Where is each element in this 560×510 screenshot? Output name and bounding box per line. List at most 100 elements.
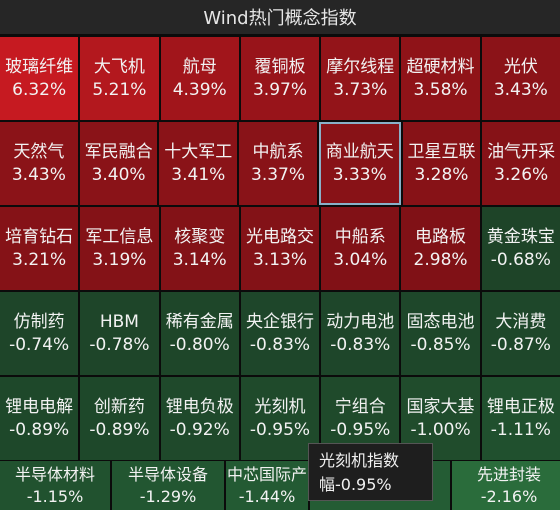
- concept-tile[interactable]: 先进封装 -2.16%: [452, 461, 560, 510]
- concept-name: 锂电电解: [5, 396, 74, 417]
- chart-title: Wind热门概念指数: [203, 8, 357, 29]
- concept-tile[interactable]: 半导体设备 -1.29%: [112, 461, 224, 510]
- concept-change: 3.73%: [333, 79, 388, 100]
- concept-change: -0.85%: [410, 334, 471, 355]
- concept-tile[interactable]: 覆铜板 3.97%: [240, 37, 320, 120]
- concept-name: 国家大基: [406, 396, 475, 417]
- concept-tile[interactable]: 锂电正极 -1.11%: [481, 377, 560, 460]
- concept-change: -0.68%: [490, 249, 551, 270]
- concept-change: -0.78%: [89, 334, 150, 355]
- concept-change: 3.19%: [92, 249, 147, 270]
- concept-name: 军民融合: [84, 141, 153, 162]
- concept-tile[interactable]: 天然气 3.43%: [0, 122, 78, 205]
- concept-tile[interactable]: 核聚变 3.14%: [160, 207, 239, 290]
- concept-name: 央企银行: [245, 311, 314, 332]
- concept-tile[interactable]: 十大军工 3.41%: [159, 122, 238, 205]
- concept-tile[interactable]: 卫星互联 3.28%: [402, 122, 481, 205]
- concept-tile[interactable]: 培育钻石 3.21%: [0, 207, 79, 290]
- concept-change: -1.15%: [26, 486, 84, 506]
- concept-name: 宁组合: [334, 396, 386, 417]
- concept-change: 3.43%: [11, 164, 66, 185]
- concept-change: 2.98%: [413, 249, 468, 270]
- concept-name: 十大军工: [164, 141, 233, 162]
- concept-change: 3.43%: [493, 79, 548, 100]
- concept-tile[interactable]: 光伏 3.43%: [481, 37, 560, 120]
- concept-name: 黄金珠宝: [486, 226, 555, 247]
- concept-tile[interactable]: 动力电池 -0.83%: [321, 292, 400, 375]
- concept-change: -1.44%: [238, 486, 296, 506]
- concept-tile[interactable]: 军工信息 3.19%: [80, 207, 159, 290]
- concept-change: 3.97%: [252, 79, 307, 100]
- concept-name: 光刻机: [254, 396, 306, 417]
- concept-change: 3.33%: [332, 164, 387, 185]
- hover-tooltip: 光刻机指数 幅-0.95%: [308, 443, 433, 501]
- tooltip-value: 幅-0.95%: [319, 475, 392, 494]
- concept-name: 核聚变: [174, 226, 226, 247]
- concept-name: 光电路交: [245, 226, 314, 247]
- concept-name: 固态电池: [406, 311, 475, 332]
- concept-change: 3.40%: [91, 164, 146, 185]
- concept-tile[interactable]: 中航系 3.37%: [239, 122, 317, 205]
- concept-change: -1.00%: [410, 419, 471, 440]
- concept-name: HBM: [99, 311, 139, 332]
- concept-change: -0.89%: [89, 419, 150, 440]
- concept-tile[interactable]: 央企银行 -0.83%: [240, 292, 320, 375]
- concept-tile[interactable]: 中芯国际产 -1.44%: [226, 461, 308, 510]
- concept-name: 大飞机: [93, 56, 145, 77]
- concept-name: 动力电池: [326, 311, 395, 332]
- concept-name: 创新药: [93, 396, 145, 417]
- concept-name: 中芯国际产: [226, 464, 307, 484]
- concept-name: 油气开采: [487, 141, 556, 162]
- concept-name: 覆铜板: [254, 56, 306, 77]
- concept-name: 摩尔线程: [326, 56, 395, 77]
- concept-name: 中船系: [334, 226, 386, 247]
- concept-name: 超硬材料: [406, 56, 475, 77]
- concept-tile[interactable]: 大消费 -0.87%: [481, 292, 560, 375]
- concept-tile[interactable]: 中船系 3.04%: [321, 207, 400, 290]
- concept-tile[interactable]: 大飞机 5.21%: [80, 37, 159, 120]
- tile-row: 玻璃纤维 6.32% 大飞机 5.21% 航母 4.39% 覆铜板 3.97% 摩尔线程 3.73…: [0, 37, 560, 120]
- concept-change: 3.37%: [251, 164, 306, 185]
- concept-tile[interactable]: 军民融合 3.40%: [79, 122, 158, 205]
- concept-tile[interactable]: 摩尔线程 3.73%: [321, 37, 400, 120]
- concept-tile[interactable]: 固态电池 -0.85%: [401, 292, 480, 375]
- chart-title-bar: Wind热门概念指数: [0, 0, 560, 34]
- concept-tile[interactable]: 光刻机 -0.95%: [240, 377, 320, 460]
- concept-change: 3.14%: [172, 249, 227, 270]
- concept-tile[interactable]: 仿制药 -0.74%: [0, 292, 79, 375]
- concept-tile[interactable]: 超硬材料 3.58%: [401, 37, 480, 120]
- concept-tile[interactable]: 半导体材料 -1.15%: [0, 461, 110, 510]
- concept-tile[interactable]: 商业航天 3.33%: [318, 122, 401, 205]
- concept-name: 卫星互联: [407, 141, 476, 162]
- concept-tile[interactable]: HBM -0.78%: [80, 292, 159, 375]
- concept-tile[interactable]: 锂电负极 -0.92%: [160, 377, 239, 460]
- concept-tile[interactable]: 稀有金属 -0.80%: [160, 292, 239, 375]
- concept-name: 锂电负极: [165, 396, 234, 417]
- concept-change: -0.74%: [9, 334, 70, 355]
- concept-name: 培育钻石: [5, 226, 74, 247]
- tile-row: 锂电电解 -0.89% 创新药 -0.89% 锂电负极 -0.92% 光刻机 -0.95% 宁组…: [0, 377, 560, 460]
- concept-change: 3.58%: [413, 79, 468, 100]
- concept-tile[interactable]: 玻璃纤维 6.32%: [0, 37, 79, 120]
- concept-name: 光伏: [503, 56, 538, 77]
- concept-change: -2.16%: [480, 486, 538, 506]
- concept-tile[interactable]: 油气开采 3.26%: [482, 122, 560, 205]
- concept-tile[interactable]: 电路板 2.98%: [401, 207, 480, 290]
- concept-name: 仿制药: [13, 311, 65, 332]
- concept-name: 稀有金属: [165, 311, 234, 332]
- bottom-row: 半导体材料 -1.15% 半导体设备 -1.29% 中芯国际产 -1.44% 先进封装 -2.…: [0, 461, 560, 510]
- concept-name: 商业航天: [325, 141, 394, 162]
- concept-change: 3.21%: [12, 249, 67, 270]
- concept-tile[interactable]: 航母 4.39%: [160, 37, 239, 120]
- concept-tile[interactable]: 黄金珠宝 -0.68%: [481, 207, 560, 290]
- concept-tile[interactable]: 光电路交 3.13%: [240, 207, 320, 290]
- concept-change: -0.83%: [330, 334, 391, 355]
- concept-tile[interactable]: 创新药 -0.89%: [80, 377, 159, 460]
- concept-change: 6.32%: [12, 79, 67, 100]
- concept-name: 电路板: [415, 226, 467, 247]
- concept-heatmap: 玻璃纤维 6.32% 大飞机 5.21% 航母 4.39% 覆铜板 3.97% 摩尔线程 3.73…: [0, 37, 560, 462]
- concept-name: 天然气: [13, 141, 65, 162]
- concept-name: 半导体材料: [14, 464, 95, 484]
- concept-tile[interactable]: 锂电电解 -0.89%: [0, 377, 79, 460]
- concept-change: 3.04%: [333, 249, 388, 270]
